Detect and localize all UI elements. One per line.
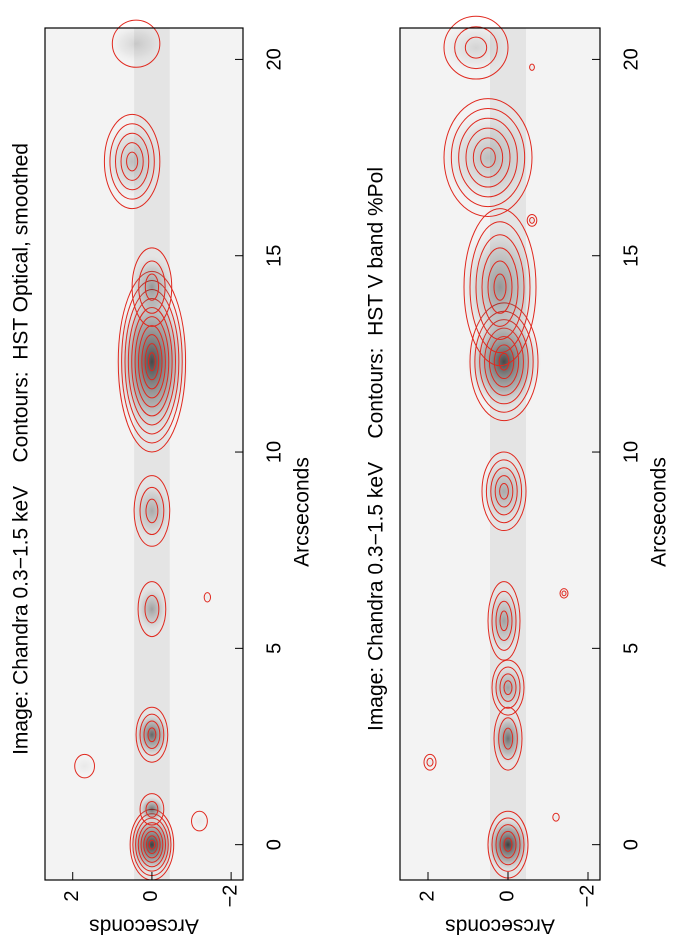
x-axis-label: Arcseconds [291, 457, 314, 567]
y-tick-label: 0 [496, 890, 518, 901]
emission-knot [486, 818, 530, 871]
x-tick-label: 0 [263, 839, 285, 850]
x-tick-label: 20 [263, 48, 285, 70]
emission-knot [137, 587, 167, 631]
y-tick-label: 0 [140, 890, 162, 901]
x-tick-label: 15 [620, 245, 642, 267]
panel-title: Image: Chandra 0.3−1.5 keV Contours: HST… [365, 167, 388, 731]
emission-knot [441, 23, 511, 73]
emission-knot [110, 25, 162, 63]
x-tick-label: 20 [620, 48, 642, 70]
emission-knot [480, 460, 528, 523]
y-axis-label: Arcseconds [445, 914, 555, 937]
y-tick-label: −2 [219, 885, 241, 908]
x-tick-label: 10 [620, 441, 642, 463]
figure: 05101520−202ArcsecondsArcsecondsImage: C… [0, 0, 675, 947]
panel: 0 5 10 15 20 −2 0 2 Arcseconds Arcseconds Image: C… [365, 16, 671, 937]
x-tick-label: 10 [263, 441, 285, 463]
emission-knot [130, 256, 174, 319]
x-tick-label: 5 [620, 643, 642, 654]
emission-knot [440, 110, 537, 204]
emission-knot [493, 714, 524, 764]
y-tick-label: −2 [576, 885, 598, 908]
x-tick-label: 15 [263, 245, 285, 267]
x-axis-label: Arcseconds [648, 457, 671, 567]
x-tick-label: 5 [263, 643, 285, 654]
emission-knot [139, 797, 165, 822]
panel: 0 5 10 15 20 −2 0 2 Arcseconds Arcseconds Image: C… [10, 20, 314, 937]
y-axis-label: Arcseconds [89, 914, 199, 937]
y-tick-label: 2 [416, 890, 438, 901]
panel-title: Image: Chandra 0.3−1.5 keV Contours: HST… [10, 143, 33, 755]
emission-knot [102, 124, 163, 199]
emission-knot [74, 757, 96, 776]
y-tick-label: 2 [61, 890, 83, 901]
emission-knot [460, 224, 539, 350]
emission-knot [132, 483, 171, 540]
x-tick-label: 0 [620, 839, 642, 850]
